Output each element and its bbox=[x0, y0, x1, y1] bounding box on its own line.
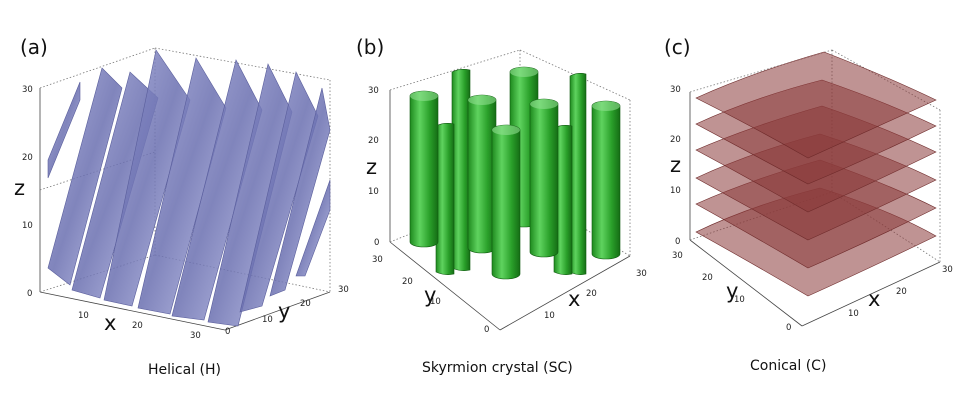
tick-label: 20 bbox=[300, 299, 311, 309]
tick-label: 10 bbox=[734, 295, 745, 305]
tick-label: 30 bbox=[636, 269, 647, 279]
z-axis-ticks: 0 10 20 30 bbox=[368, 86, 379, 248]
x-axis-label: x bbox=[568, 287, 580, 311]
x-axis-ticks: 10 20 30 bbox=[78, 311, 201, 341]
conical-layer bbox=[695, 51, 937, 159]
helix-sheet bbox=[47, 81, 81, 179]
skyrmion-tube bbox=[529, 98, 559, 258]
x-axis-ticks: 10 20 30 bbox=[544, 269, 647, 321]
tick-label: 10 bbox=[22, 221, 33, 231]
conical-plot: 0 10 20 30 0 10 20 30 10 20 30 z y x bbox=[670, 49, 953, 333]
helical-plot: 0 10 20 30 10 20 30 0 10 20 30 z x y bbox=[14, 47, 349, 341]
tick-label: 10 bbox=[544, 311, 555, 321]
panel-conical: (c) 0 10 20 30 0 10 bbox=[660, 0, 969, 404]
skyrmion-tube bbox=[435, 123, 455, 275]
y-axis-label: y bbox=[424, 283, 436, 307]
tick-label: 20 bbox=[702, 273, 713, 283]
z-axis-ticks: 0 10 20 30 bbox=[22, 85, 33, 299]
tick-label: 0 bbox=[786, 323, 791, 333]
tick-label: 20 bbox=[402, 277, 413, 287]
tick-label: 30 bbox=[338, 285, 349, 295]
tick-label: 10 bbox=[430, 297, 441, 307]
tick-label: 10 bbox=[848, 309, 859, 319]
panel-letter: (a) bbox=[20, 35, 48, 59]
y-axis-label: y bbox=[726, 279, 738, 303]
tick-label: 0 bbox=[374, 238, 379, 248]
skyrmion-tube bbox=[409, 90, 439, 248]
tick-label: 30 bbox=[670, 85, 681, 95]
tick-label: 20 bbox=[586, 289, 597, 299]
skyrmion-tube bbox=[553, 125, 573, 275]
tick-label: 30 bbox=[22, 85, 33, 95]
panel-caption: Helical (H) bbox=[148, 362, 221, 378]
panel-letter: (b) bbox=[356, 35, 385, 59]
tick-label: 10 bbox=[262, 315, 273, 325]
y-axis-ticks: 0 10 20 30 bbox=[372, 255, 489, 335]
z-axis-label: z bbox=[366, 155, 377, 179]
tube-caps bbox=[410, 67, 620, 135]
tick-label: 0 bbox=[225, 327, 230, 337]
skyrmion-tubes bbox=[409, 66, 621, 280]
tick-label: 20 bbox=[132, 321, 143, 331]
panel-helical: (a) bbox=[0, 0, 349, 404]
x-axis-ticks: 10 20 30 bbox=[848, 265, 953, 319]
tube-cap bbox=[530, 99, 558, 109]
skyrmion-tube bbox=[569, 73, 587, 275]
y-axis-ticks: 0 10 20 30 bbox=[672, 251, 791, 333]
conical-layers bbox=[695, 51, 937, 297]
panel-caption: Conical (C) bbox=[750, 358, 827, 374]
helical-surfaces bbox=[47, 49, 331, 327]
skyrmion-tube bbox=[451, 69, 471, 271]
z-axis-label: z bbox=[14, 176, 25, 200]
skyrmion-plot: 0 10 20 30 0 10 20 30 10 20 30 z y x bbox=[366, 49, 647, 335]
tube-cap bbox=[410, 91, 438, 101]
z-axis-label: z bbox=[670, 153, 681, 177]
tick-label: 20 bbox=[22, 153, 33, 163]
tick-label: 20 bbox=[670, 135, 681, 145]
tick-label: 0 bbox=[675, 237, 680, 247]
x-axis-label: x bbox=[868, 287, 880, 311]
tick-label: 30 bbox=[942, 265, 953, 275]
tube-cap bbox=[592, 101, 620, 111]
x-axis-label: x bbox=[104, 311, 116, 335]
tick-label: 30 bbox=[372, 255, 383, 265]
panel-caption: Skyrmion crystal (SC) bbox=[422, 360, 573, 376]
tick-label: 0 bbox=[27, 289, 32, 299]
helix-sheet bbox=[269, 87, 331, 297]
helix-sheet bbox=[295, 179, 331, 277]
tick-label: 10 bbox=[368, 187, 379, 197]
tube-cap bbox=[510, 67, 538, 77]
y-axis-ticks: 0 10 20 30 bbox=[225, 285, 349, 337]
panel-letter: (c) bbox=[664, 35, 691, 59]
tube-cap bbox=[492, 125, 520, 135]
tick-label: 20 bbox=[896, 287, 907, 297]
panel-skyrmion-crystal: (b) bbox=[340, 0, 660, 404]
tick-label: 30 bbox=[190, 331, 201, 341]
tick-label: 10 bbox=[78, 311, 89, 321]
skyrmion-tube bbox=[491, 124, 521, 280]
tick-label: 30 bbox=[672, 251, 683, 261]
tick-label: 0 bbox=[484, 325, 489, 335]
tick-label: 10 bbox=[670, 186, 681, 196]
tube-cap bbox=[468, 95, 496, 105]
y-axis-label: y bbox=[278, 299, 290, 323]
skyrmion-tube bbox=[591, 100, 621, 260]
tick-label: 30 bbox=[368, 86, 379, 96]
helix-sheet bbox=[47, 67, 123, 286]
z-axis-ticks: 0 10 20 30 bbox=[670, 85, 681, 247]
tick-label: 20 bbox=[368, 136, 379, 146]
